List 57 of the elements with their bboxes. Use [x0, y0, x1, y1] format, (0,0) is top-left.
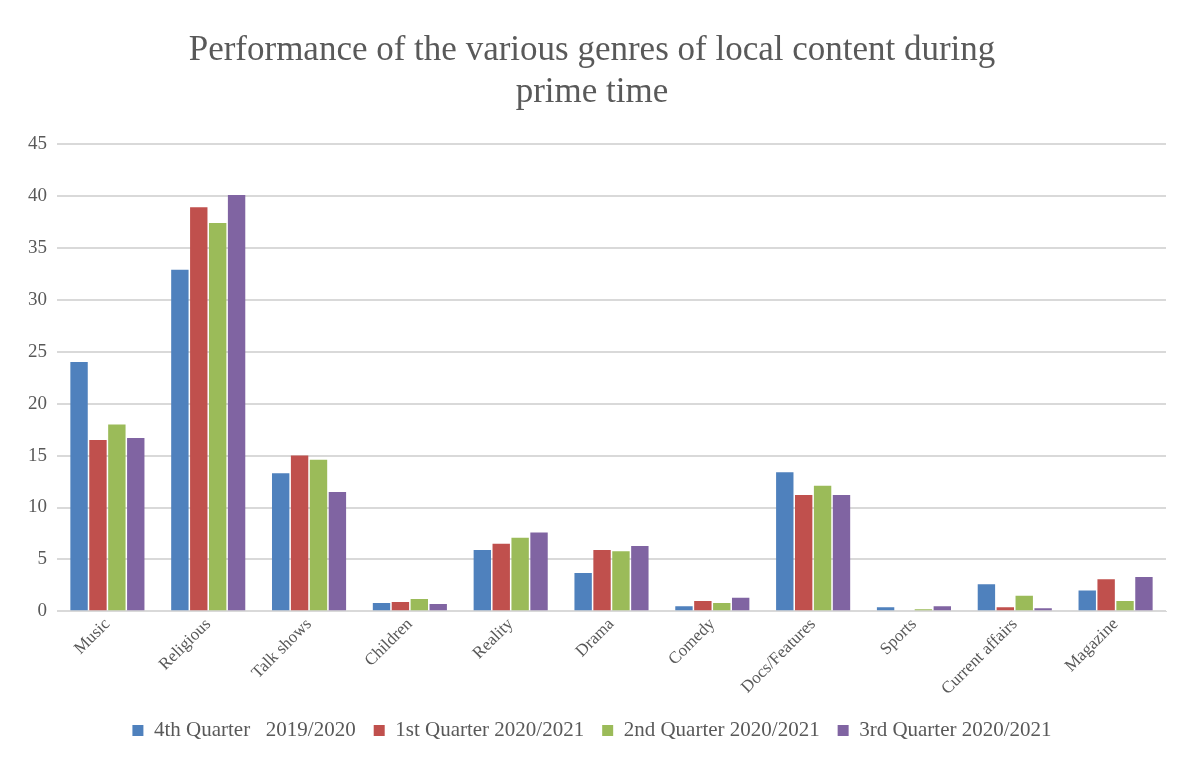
- bar: [530, 532, 548, 611]
- bar: [1116, 600, 1134, 611]
- y-tick-label: 45: [28, 131, 47, 153]
- bar: [1015, 595, 1033, 611]
- bar: [208, 222, 227, 611]
- bar: [1097, 579, 1115, 611]
- bar: [1135, 577, 1153, 611]
- bar: [410, 598, 429, 611]
- legend-label: 4th Quarter 2019/2020: [153, 717, 356, 742]
- bar: [70, 362, 88, 611]
- legend-label: 2nd Quarter 2020/2021: [623, 717, 820, 742]
- bar: [372, 603, 391, 611]
- legend-label: 3rd Quarter 2020/2021: [859, 717, 1052, 742]
- bar: [631, 545, 649, 611]
- bar: [290, 455, 309, 611]
- y-tick-label: 35: [28, 235, 47, 257]
- bar: [272, 473, 290, 611]
- y-tick-label: 5: [37, 547, 47, 569]
- bar: [813, 485, 832, 611]
- bar: [127, 437, 145, 611]
- chart-title: Performance of the various genres of local content during prime time: [188, 29, 996, 111]
- bar: [492, 543, 510, 611]
- bar: [429, 604, 447, 611]
- bar: [574, 572, 592, 611]
- y-tick-label: 40: [28, 183, 47, 205]
- y-tick-label: 10: [28, 495, 47, 517]
- bar: [1078, 590, 1096, 611]
- bar: [612, 551, 630, 611]
- bar: [675, 606, 693, 611]
- bar: [713, 603, 731, 611]
- y-tick-label: 20: [28, 391, 47, 413]
- bar: [933, 606, 952, 611]
- y-tick-label: 30: [28, 287, 47, 309]
- bar: [593, 550, 611, 611]
- bar: [473, 550, 492, 611]
- bar: [227, 194, 246, 611]
- bar: [977, 584, 996, 611]
- bar: [391, 602, 410, 611]
- bar: [694, 600, 712, 611]
- bar: [996, 607, 1015, 611]
- bar: [794, 495, 813, 611]
- bar: [309, 459, 328, 611]
- bar: [89, 440, 107, 611]
- legend-label: 1st Quarter 2020/2021: [395, 717, 585, 742]
- bar: [108, 424, 126, 611]
- bar: [776, 472, 794, 611]
- bar: [1034, 608, 1052, 611]
- bar: [328, 491, 347, 611]
- y-tick-label: 0: [37, 599, 47, 621]
- bar: [731, 597, 750, 611]
- bar: [511, 537, 529, 611]
- bar: [832, 495, 851, 611]
- y-tick-label: 25: [28, 339, 47, 361]
- bar: [171, 269, 189, 611]
- bar: [190, 207, 208, 611]
- bar: [876, 607, 895, 611]
- y-tick-label: 15: [28, 443, 47, 465]
